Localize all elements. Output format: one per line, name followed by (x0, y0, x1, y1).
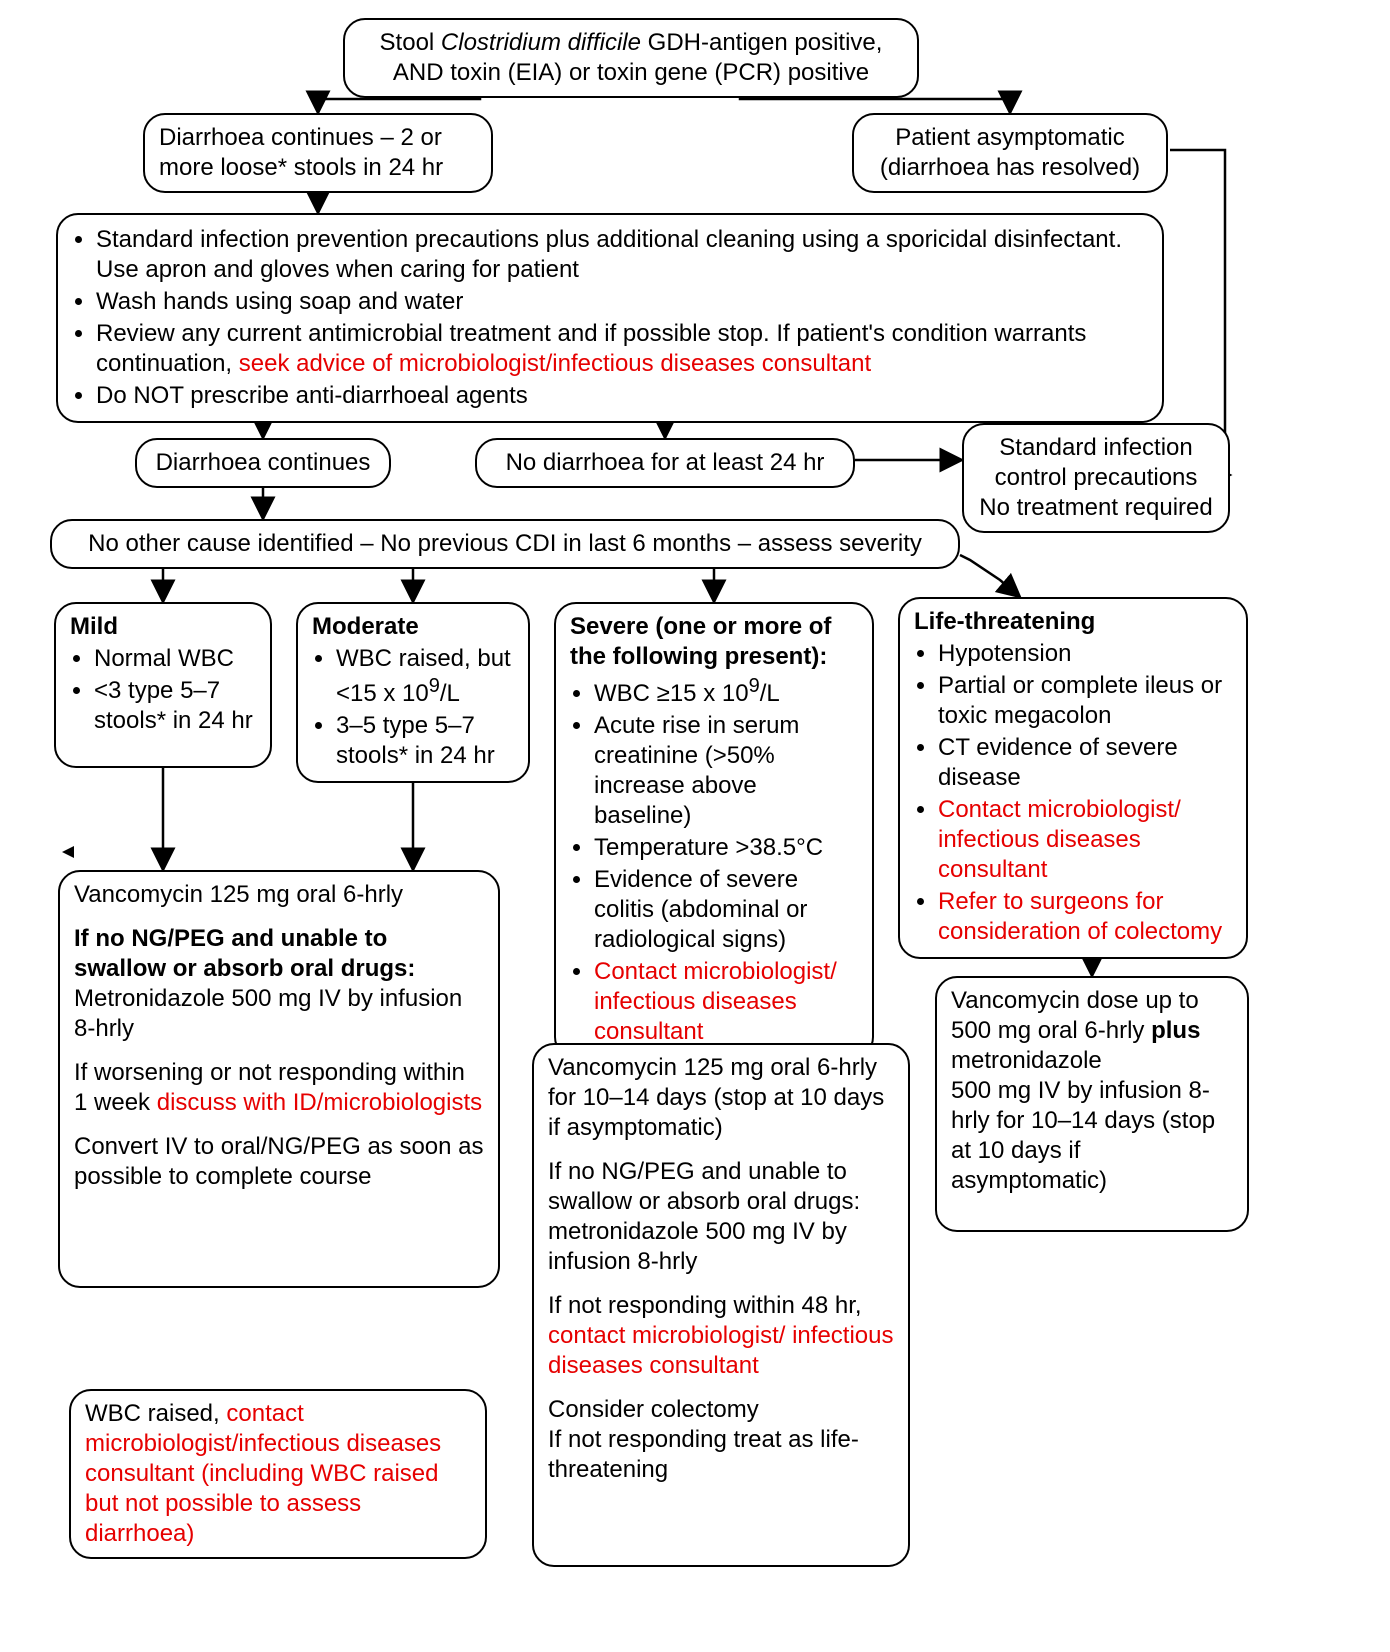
node-mild: MildNormal WBC<3 type 5–7 stools* in 24 … (54, 602, 272, 768)
node-mild_mod_tx: Vancomycin 125 mg oral 6-hrlyIf no NG/PE… (58, 870, 500, 1288)
node-wbc_raised: WBC raised, contact microbiologist/infec… (69, 1389, 487, 1559)
node-severe_tx: Vancomycin 125 mg oral 6-hrly for 10–14 … (532, 1043, 910, 1567)
node-diarrhoea_continues_2: Diarrhoea continues – 2 ormore loose* st… (143, 113, 493, 193)
node-diarrhoea_continues: Diarrhoea continues (135, 438, 391, 488)
edge-assess_severity-life_threatening (960, 555, 1020, 597)
node-no_diarrhoea_24: No diarrhoea for at least 24 hr (475, 438, 855, 488)
stray-arrow-icon (62, 846, 74, 858)
node-severe: Severe (one or more of the following pre… (554, 602, 874, 1059)
node-moderate: ModerateWBC raised, but <15 x 109/L3–5 t… (296, 602, 530, 783)
node-life_threatening: Life-threateningHypotensionPartial or co… (898, 597, 1248, 959)
node-start: Stool Clostridium difficile GDH-antigen … (343, 18, 919, 98)
node-precautions: Standard infection prevention precaution… (56, 213, 1164, 423)
node-asymptomatic: Patient asymptomatic(diarrhoea has resol… (852, 113, 1168, 193)
node-std_no_treatment: Standard infectioncontrol precautionsNo … (962, 423, 1230, 533)
node-lt_tx: Vancomycin dose up to 500 mg oral 6-hrly… (935, 976, 1249, 1232)
node-assess_severity: No other cause identified – No previous … (50, 519, 960, 569)
